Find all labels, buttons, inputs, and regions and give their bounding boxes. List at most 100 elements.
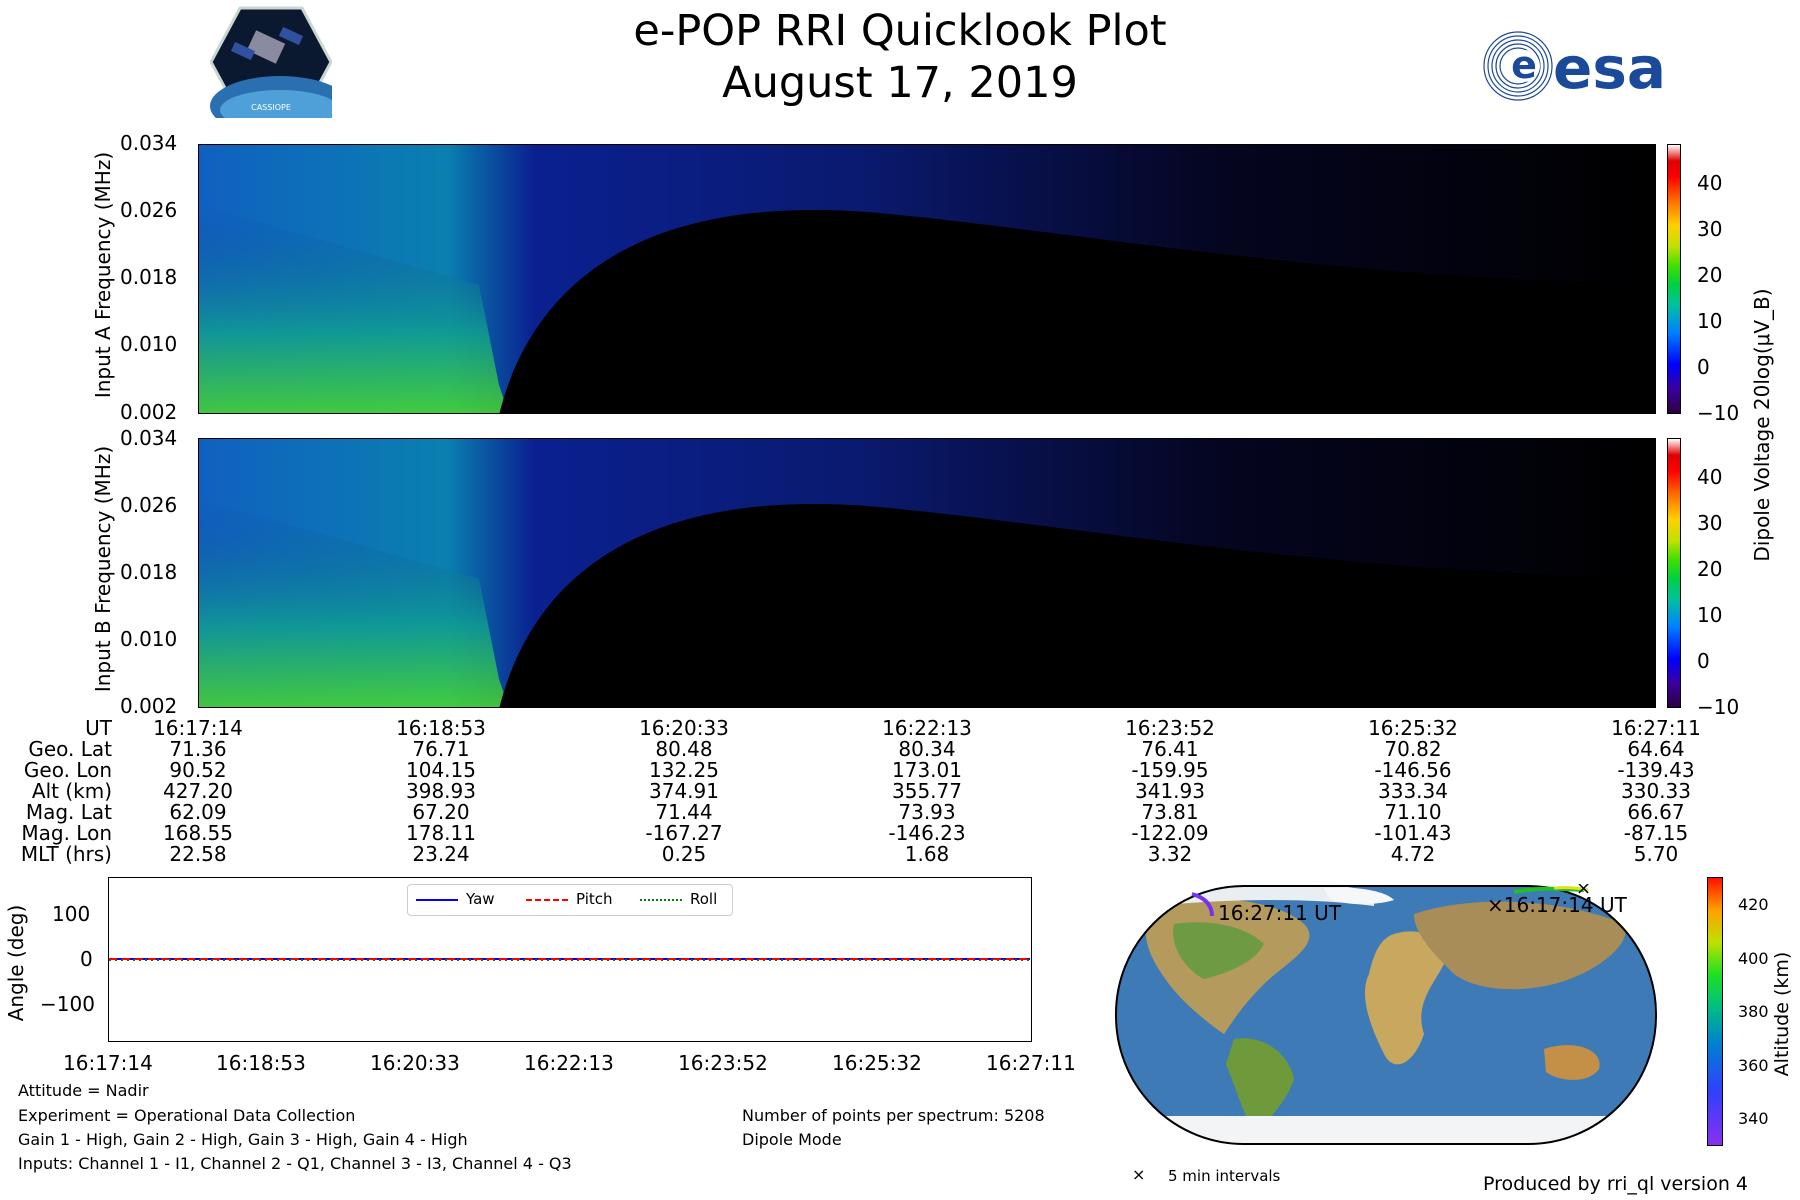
ephem-col-2-mag-lon: -167.27	[645, 821, 723, 845]
panel-b-cbar-tick-30: 30	[1697, 511, 1723, 535]
legend-roll-line	[640, 899, 682, 901]
ephem-col-3-geo-lat: 80.34	[898, 737, 956, 761]
ephem-col-3-ut: 16:22:13	[882, 716, 972, 740]
ephem-col-0-alt: 427.20	[163, 779, 233, 803]
attitude-xtick-0: 16:17:14	[63, 1051, 153, 1075]
ephem-col-5-alt: 333.34	[1378, 779, 1448, 803]
ephem-col-1-mlt: 23.24	[412, 842, 470, 866]
ephem-label-alt: Alt (km)	[31, 779, 112, 803]
ephem-col-3-mag-lon: -146.23	[888, 821, 966, 845]
panel-b-cbar-tick-neg10: −10	[1697, 695, 1740, 719]
ephem-label-mag-lat: Mag. Lat	[25, 800, 112, 824]
panel-a-spectrogram	[198, 144, 1656, 414]
panel-b-cbar-tick-40: 40	[1697, 465, 1723, 489]
attitude-legend: Yaw Pitch Roll	[407, 884, 733, 916]
ephem-col-0-mlt: 22.58	[169, 842, 227, 866]
ephem-label-ut: UT	[85, 716, 112, 740]
panel-b-ytick-4: 0.002	[120, 694, 178, 718]
altitude-tick-360: 360	[1738, 1056, 1769, 1075]
panel-b-cbar-tick-20: 20	[1697, 557, 1723, 581]
legend-yaw-label: Yaw	[466, 890, 495, 908]
panel-a-cbar-tick-20: 20	[1697, 263, 1723, 287]
attitude-ylabel: Angle (deg)	[4, 904, 28, 1022]
ephem-col-3-mlt: 1.68	[904, 842, 950, 866]
ephem-col-4-mlt: 3.32	[1147, 842, 1193, 866]
panel-a-ytick-3: 0.010	[120, 332, 178, 356]
altitude-colorbar	[1707, 877, 1723, 1146]
ephem-col-4-mag-lon: -122.09	[1131, 821, 1209, 845]
attitude-xtick-5: 16:25:32	[832, 1051, 922, 1075]
ephem-label-mag-lon: Mag. Lon	[21, 821, 112, 845]
attitude-xtick-2: 16:20:33	[370, 1051, 460, 1075]
panel-a-ytick-4: 0.002	[120, 400, 178, 424]
ephem-col-6-geo-lat: 64.64	[1627, 737, 1685, 761]
panel-a-ylabel: Input A Frequency (MHz)	[91, 151, 115, 399]
info-mode: Dipole Mode	[742, 1130, 842, 1149]
ephem-col-1-mag-lon: 178.11	[406, 821, 476, 845]
ephem-col-4-geo-lon: -159.95	[1131, 758, 1209, 782]
ephem-col-0-ut: 16:17:14	[153, 716, 243, 740]
ephem-col-4-geo-lat: 76.41	[1141, 737, 1199, 761]
ephem-col-5-ut: 16:25:32	[1368, 716, 1458, 740]
ephem-label-geo-lon: Geo. Lon	[23, 758, 112, 782]
ephem-col-4-mag-lat: 73.81	[1141, 800, 1199, 824]
ephem-col-1-mag-lat: 67.20	[412, 800, 470, 824]
altitude-tick-340: 340	[1738, 1109, 1769, 1128]
ephem-col-2-alt: 374.91	[649, 779, 719, 803]
colorbar-label: Dipole Voltage 20log(μV_B)	[1750, 288, 1774, 562]
ephem-col-6-mag-lat: 66.67	[1627, 800, 1685, 824]
panel-a-cbar-tick-0: 0	[1697, 355, 1710, 379]
ephem-col-5-mlt: 4.72	[1390, 842, 1436, 866]
ephem-col-6-mlt: 5.70	[1633, 842, 1679, 866]
produced-by: Produced by rri_ql version 4	[1483, 1173, 1748, 1195]
ephem-col-6-alt: 330.33	[1621, 779, 1691, 803]
info-points: Number of points per spectrum: 5208	[742, 1106, 1045, 1125]
plot-date: August 17, 2019	[722, 58, 1078, 108]
attitude-ytick-0: 0	[80, 947, 93, 971]
ephem-col-4-ut: 16:23:52	[1125, 716, 1215, 740]
ephem-col-1-ut: 16:18:53	[396, 716, 486, 740]
info-gains: Gain 1 - High, Gain 2 - High, Gain 3 - H…	[18, 1130, 468, 1149]
panel-b-colorbar	[1667, 438, 1681, 708]
info-attitude-mode: Attitude = Nadir	[18, 1081, 149, 1100]
legend-yaw-line	[416, 899, 458, 901]
ephem-col-1-alt: 398.93	[406, 779, 476, 803]
ephem-col-0-geo-lat: 71.36	[169, 737, 227, 761]
info-experiment: Experiment = Operational Data Collection	[18, 1106, 356, 1125]
orbit-track-start-warm	[1553, 886, 1589, 892]
interval-mark: ×	[1576, 884, 1591, 899]
esa-logo: e esa	[1476, 30, 1696, 102]
altitude-tick-420: 420	[1738, 895, 1769, 914]
ephem-col-1-geo-lat: 76.71	[412, 737, 470, 761]
legend-roll-label: Roll	[690, 890, 718, 908]
attitude-ytick-100: 100	[52, 902, 91, 926]
ephem-col-5-mag-lon: -101.43	[1374, 821, 1452, 845]
attitude-plot	[108, 877, 1032, 1042]
ephem-col-4-alt: 341.93	[1135, 779, 1205, 803]
panel-b-ytick-1: 0.026	[120, 493, 178, 517]
esa-logo-text: esa	[1553, 34, 1666, 102]
map-legend-marker: ×	[1132, 1165, 1146, 1184]
ephem-col-5-geo-lat: 70.82	[1384, 737, 1442, 761]
ephem-col-2-mlt: 0.25	[661, 842, 707, 866]
ephem-col-1-geo-lon: 104.15	[406, 758, 476, 782]
ephem-col-0-geo-lon: 90.52	[169, 758, 227, 782]
panel-a-cbar-tick-neg10: −10	[1697, 401, 1740, 425]
panel-a-ytick-2: 0.018	[120, 265, 178, 289]
panel-b-spectrogram	[198, 438, 1656, 708]
info-inputs: Inputs: Channel 1 - I1, Channel 2 - Q1, …	[18, 1154, 572, 1173]
ephem-col-2-geo-lat: 80.48	[655, 737, 713, 761]
panel-b-ytick-0: 0.034	[120, 426, 178, 450]
ephem-col-6-mag-lon: -87.15	[1623, 821, 1689, 845]
esa-logo-e: e	[1511, 43, 1537, 87]
map-end-label: 16:27:11 UT	[1218, 901, 1342, 925]
world-map: ×	[1114, 878, 1658, 1146]
map-legend-label: 5 min intervals	[1168, 1167, 1281, 1185]
attitude-ytick-neg100: −100	[40, 992, 95, 1016]
map-start-label: ×16:17:14 UT	[1487, 893, 1627, 917]
panel-b-cbar-tick-0: 0	[1697, 649, 1710, 673]
ephem-col-2-mag-lat: 71.44	[655, 800, 713, 824]
ephem-label-mlt: MLT (hrs)	[20, 842, 112, 866]
orbit-track-end	[1191, 892, 1214, 917]
